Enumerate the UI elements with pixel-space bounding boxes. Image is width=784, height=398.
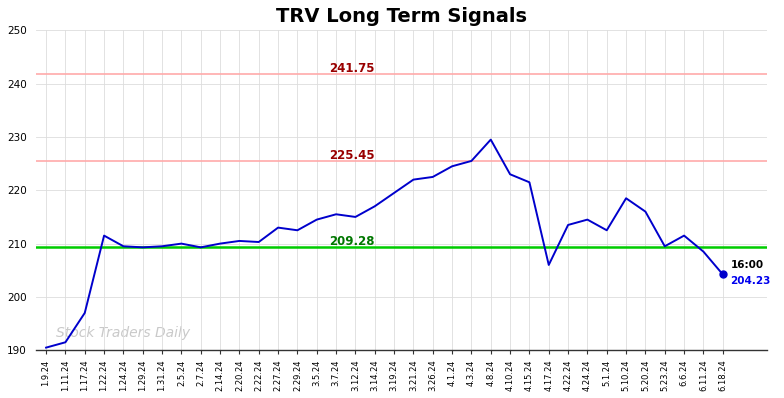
Point xyxy=(717,271,729,277)
Text: 204.23: 204.23 xyxy=(731,276,771,286)
Text: Stock Traders Daily: Stock Traders Daily xyxy=(56,326,190,339)
Title: TRV Long Term Signals: TRV Long Term Signals xyxy=(276,7,528,26)
Text: 16:00: 16:00 xyxy=(731,260,764,270)
Text: 209.28: 209.28 xyxy=(329,235,375,248)
Text: 241.75: 241.75 xyxy=(329,62,375,74)
Text: 225.45: 225.45 xyxy=(329,148,375,162)
